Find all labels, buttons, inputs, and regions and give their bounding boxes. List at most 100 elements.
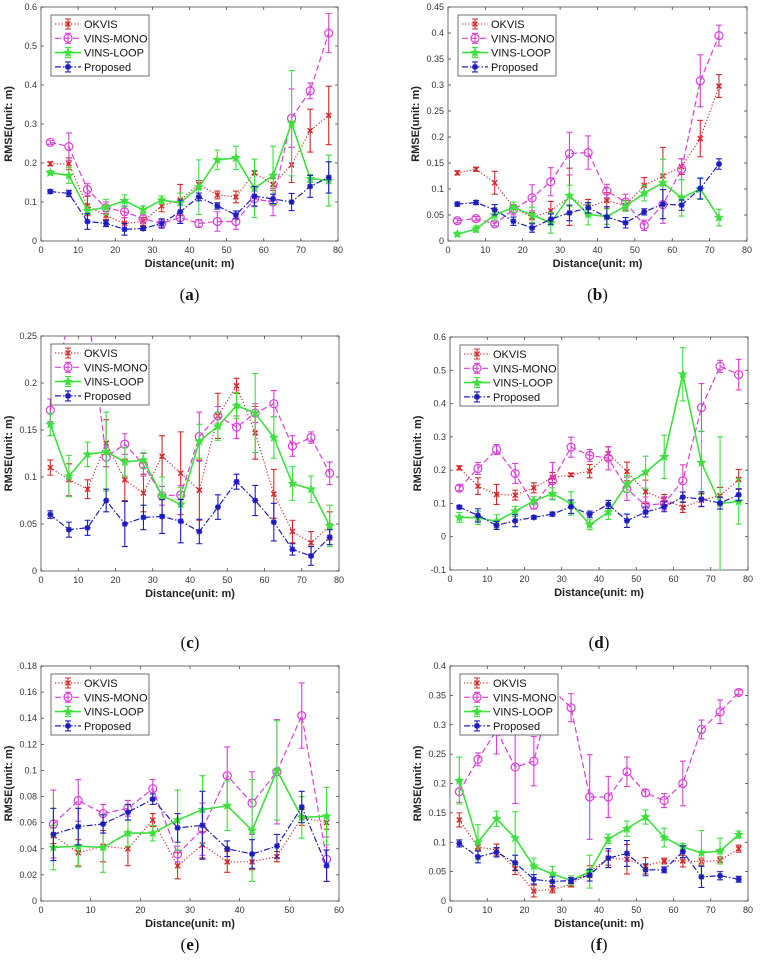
x-axis-label: Distance(unit: m) xyxy=(145,918,235,930)
data-point xyxy=(735,491,742,498)
legend-item-vins-mono: VINS-MONO xyxy=(55,32,148,45)
legend-marker xyxy=(65,722,71,729)
data-point xyxy=(585,450,595,461)
error-bar xyxy=(325,13,332,54)
data-point xyxy=(149,817,156,824)
error-bar xyxy=(214,211,221,232)
legend: OKVIS VINS-MONO VINS-LOOP Proposed xyxy=(50,343,150,406)
data-point xyxy=(249,851,256,857)
data-point xyxy=(323,862,330,869)
legend-marker xyxy=(471,706,483,716)
caption-paren-open: ( xyxy=(180,285,186,304)
x-axis-label: Distance(unit: m) xyxy=(145,588,235,600)
data-point xyxy=(456,816,463,823)
data-point xyxy=(454,512,465,522)
data-point xyxy=(547,868,558,879)
data-point xyxy=(714,30,724,41)
data-point xyxy=(270,490,277,497)
legend-item-vins-loop: VINS-LOOP xyxy=(464,706,553,719)
x-tick-label: 40 xyxy=(594,905,604,915)
panel-caption: (c) xyxy=(181,633,200,652)
data-point xyxy=(268,170,279,180)
data-point xyxy=(733,829,744,839)
y-tick-label: 0.25 xyxy=(19,331,37,341)
data-point xyxy=(98,842,109,852)
data-point xyxy=(325,468,335,478)
y-tick-label: 0.3 xyxy=(24,119,37,129)
x-tick-label: 40 xyxy=(184,245,194,255)
legend-item-vins-mono: VINS-MONO xyxy=(464,691,557,704)
x-tick-label: 80 xyxy=(333,245,343,255)
panel-caption: (b) xyxy=(587,285,608,304)
data-point xyxy=(640,466,651,477)
data-point xyxy=(585,792,595,802)
data-point xyxy=(678,476,688,486)
data-point xyxy=(622,767,632,777)
data-point xyxy=(512,859,519,866)
data-point xyxy=(307,127,314,134)
x-tick-label: 0 xyxy=(447,905,452,915)
data-point xyxy=(456,464,463,471)
data-point xyxy=(696,457,707,468)
data-point xyxy=(528,861,539,871)
y-tick-label: 0.1 xyxy=(24,197,37,207)
data-point xyxy=(196,487,203,494)
data-point xyxy=(603,214,610,221)
data-point xyxy=(84,524,91,531)
data-point xyxy=(679,494,686,501)
plot-series xyxy=(454,347,744,570)
error-bar xyxy=(623,756,630,787)
data-point xyxy=(222,771,232,781)
data-point xyxy=(194,218,204,229)
y-tick-label: 0.2 xyxy=(433,465,446,475)
legend-item-okvis: OKVIS xyxy=(462,18,525,31)
error-bar xyxy=(735,358,742,391)
x-tick-label: 20 xyxy=(110,575,120,585)
chart-panel-f: 0 10 20 30 40 50 60 70 80 0 0.05 0.1 0.15 0.2 0.25 0.3 0… xyxy=(412,661,753,954)
data-point xyxy=(65,190,72,197)
x-tick-label: 50 xyxy=(630,245,640,255)
y-tick-label: 0.05 xyxy=(19,519,37,529)
error-bar xyxy=(307,82,314,100)
data-point xyxy=(149,796,156,803)
legend-marker xyxy=(474,393,480,400)
legend-item-proposed: Proposed xyxy=(464,720,540,733)
legend-marker xyxy=(64,679,72,687)
error-bar xyxy=(85,298,91,317)
error-bar xyxy=(717,699,724,725)
data-point xyxy=(621,478,632,489)
data-point xyxy=(734,687,744,698)
x-tick-label: 50 xyxy=(631,574,641,584)
caption-paren-close: ) xyxy=(194,285,200,304)
legend-label: Proposed xyxy=(491,62,538,74)
legend-label: Proposed xyxy=(84,391,131,403)
x-tick-label: 60 xyxy=(668,905,678,915)
x-tick-label: 80 xyxy=(743,574,753,584)
series-vins-loop xyxy=(48,720,332,882)
y-tick-label: 0.16 xyxy=(19,687,37,697)
series-line xyxy=(458,688,740,802)
error-bar xyxy=(566,131,573,176)
caption-letter: a xyxy=(185,285,194,304)
series-proposed xyxy=(454,158,722,233)
data-point xyxy=(45,419,56,429)
data-point xyxy=(289,546,296,553)
x-tick-label: 40 xyxy=(594,574,604,584)
data-point xyxy=(140,225,147,232)
data-point xyxy=(734,370,744,380)
data-point xyxy=(547,476,558,486)
data-point xyxy=(121,226,128,233)
data-point xyxy=(454,201,461,208)
data-point xyxy=(678,202,685,209)
legend-marker xyxy=(472,363,482,373)
chart-panel-a: 0 10 20 30 40 50 60 70 80 0 0.1 0.2 0.3 0.4 0.5 0.6 Dist… xyxy=(3,2,343,304)
data-point xyxy=(473,199,480,206)
data-point xyxy=(510,762,520,772)
error-bar xyxy=(547,167,554,197)
legend-marker xyxy=(469,47,481,57)
data-point xyxy=(620,200,631,211)
x-tick-label: 30 xyxy=(148,575,158,585)
legend-error-bar xyxy=(65,691,71,703)
data-point xyxy=(231,422,242,432)
legend-item-okvis: OKVIS xyxy=(55,347,118,360)
